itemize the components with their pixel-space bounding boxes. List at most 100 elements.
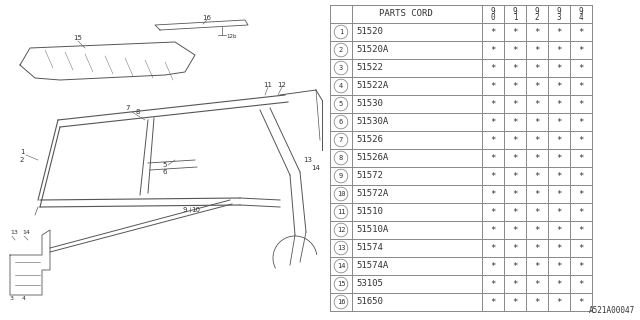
Text: *: * (556, 82, 562, 91)
Text: *: * (579, 226, 584, 235)
Text: 51650: 51650 (356, 298, 383, 307)
Text: *: * (556, 117, 562, 126)
Text: A521A00047: A521A00047 (589, 306, 635, 315)
Text: 3: 3 (339, 65, 343, 71)
Text: 51510: 51510 (356, 207, 383, 217)
Text: *: * (556, 45, 562, 54)
Text: 51574: 51574 (356, 244, 383, 252)
Text: 0: 0 (491, 12, 495, 21)
Text: *: * (512, 244, 518, 252)
Text: *: * (556, 172, 562, 180)
Text: 13: 13 (337, 245, 345, 251)
Text: 9: 9 (491, 6, 495, 15)
Text: *: * (512, 154, 518, 163)
Text: 51574A: 51574A (356, 261, 388, 270)
Text: *: * (556, 244, 562, 252)
Text: *: * (490, 207, 496, 217)
Text: *: * (579, 207, 584, 217)
Text: 1: 1 (20, 149, 24, 155)
Text: *: * (534, 63, 540, 73)
Text: *: * (512, 261, 518, 270)
Text: 51526: 51526 (356, 135, 383, 145)
Text: *: * (512, 82, 518, 91)
Text: *: * (490, 172, 496, 180)
Text: *: * (556, 298, 562, 307)
Text: *: * (534, 100, 540, 108)
Text: 5: 5 (163, 162, 167, 168)
Text: 9: 9 (513, 6, 517, 15)
Text: *: * (579, 45, 584, 54)
Text: 9: 9 (579, 6, 583, 15)
Text: 5: 5 (339, 101, 343, 107)
Text: *: * (579, 279, 584, 289)
Text: 51526A: 51526A (356, 154, 388, 163)
Text: 15: 15 (74, 35, 83, 41)
Text: *: * (579, 135, 584, 145)
Text: 2: 2 (339, 47, 343, 53)
Text: 51522: 51522 (356, 63, 383, 73)
Text: 12b: 12b (226, 35, 237, 39)
Text: *: * (579, 261, 584, 270)
Text: *: * (490, 28, 496, 36)
Text: 8: 8 (339, 155, 343, 161)
Text: *: * (512, 189, 518, 198)
Text: 15: 15 (337, 281, 345, 287)
Text: 16: 16 (337, 299, 345, 305)
Text: *: * (579, 298, 584, 307)
Text: 2: 2 (534, 12, 540, 21)
Text: *: * (490, 100, 496, 108)
Text: *: * (534, 298, 540, 307)
Text: 4: 4 (22, 295, 26, 300)
Text: *: * (490, 45, 496, 54)
Text: *: * (556, 100, 562, 108)
Text: 51520: 51520 (356, 28, 383, 36)
Text: *: * (579, 117, 584, 126)
Text: 2: 2 (20, 157, 24, 163)
Text: *: * (579, 63, 584, 73)
Text: 51572A: 51572A (356, 189, 388, 198)
Text: 9: 9 (183, 207, 188, 213)
Text: 51510A: 51510A (356, 226, 388, 235)
Text: *: * (579, 100, 584, 108)
Text: *: * (534, 172, 540, 180)
Text: 13: 13 (303, 157, 312, 163)
Text: *: * (556, 28, 562, 36)
Text: *: * (490, 82, 496, 91)
Text: *: * (534, 189, 540, 198)
Text: *: * (556, 207, 562, 217)
Text: *: * (490, 226, 496, 235)
Text: 9: 9 (534, 6, 540, 15)
Text: *: * (512, 117, 518, 126)
Text: *: * (534, 28, 540, 36)
Text: *: * (579, 172, 584, 180)
Text: *: * (534, 82, 540, 91)
Text: *: * (556, 63, 562, 73)
Text: 10: 10 (191, 207, 200, 213)
Text: *: * (534, 261, 540, 270)
Text: 6: 6 (163, 169, 167, 175)
Text: *: * (512, 45, 518, 54)
Text: 3: 3 (10, 295, 14, 300)
Text: *: * (534, 207, 540, 217)
Text: *: * (490, 189, 496, 198)
Text: *: * (534, 226, 540, 235)
Text: *: * (512, 172, 518, 180)
Text: *: * (490, 298, 496, 307)
Text: 14: 14 (337, 263, 345, 269)
Text: *: * (490, 135, 496, 145)
Text: 9: 9 (557, 6, 561, 15)
Text: 16: 16 (202, 15, 211, 21)
Text: 14: 14 (312, 165, 321, 171)
Text: *: * (512, 63, 518, 73)
Text: *: * (490, 154, 496, 163)
Text: *: * (579, 28, 584, 36)
Text: 8: 8 (136, 109, 140, 115)
Text: 1: 1 (339, 29, 343, 35)
Text: *: * (534, 244, 540, 252)
Text: 14: 14 (22, 230, 30, 236)
Text: 51530A: 51530A (356, 117, 388, 126)
Text: *: * (512, 207, 518, 217)
Text: 9: 9 (339, 173, 343, 179)
Text: 51572: 51572 (356, 172, 383, 180)
Text: *: * (512, 135, 518, 145)
